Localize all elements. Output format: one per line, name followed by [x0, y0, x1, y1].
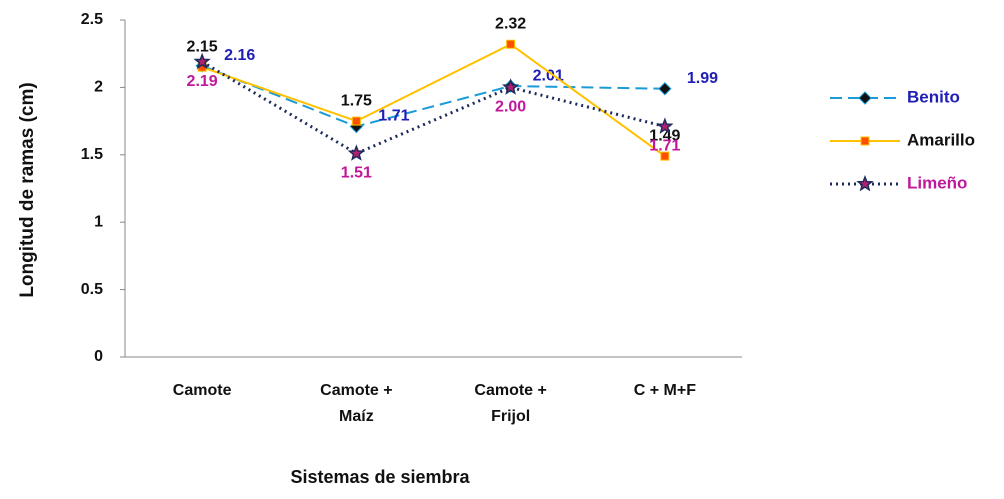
- marker: [658, 82, 672, 96]
- legend-marker: [860, 136, 870, 146]
- marker: [506, 39, 516, 49]
- legend-label: Amarillo: [907, 130, 975, 149]
- x-tick-label: Camote + Frijol: [474, 382, 547, 425]
- data-label: 2.32: [495, 15, 526, 32]
- series-line: [201, 64, 665, 128]
- marker: [501, 78, 520, 95]
- y-tick-label: 2.5: [81, 11, 103, 28]
- data-label: 2.00: [495, 99, 526, 116]
- legend-marker: [858, 91, 872, 105]
- legend-marker: [856, 174, 874, 192]
- marker: [656, 117, 674, 134]
- y-tick-label: 2: [94, 79, 103, 96]
- data-label: 2.16: [224, 47, 255, 64]
- data-label: 2.19: [187, 73, 218, 90]
- marker: [660, 151, 670, 161]
- data-label: 2.15: [187, 38, 218, 55]
- x-tick-label: Camote: [172, 382, 232, 399]
- y-axis-title: Longitud de ramas (cm): [17, 82, 38, 297]
- legend-label: Limeño: [907, 173, 967, 192]
- x-axis-title: Sistemas de siembra: [290, 467, 470, 487]
- legend-label: Benito: [907, 87, 960, 106]
- x-tick-label: Camote + Maíz: [320, 382, 393, 425]
- data-label: 1.99: [687, 70, 718, 87]
- x-tick-label: C + M+F: [633, 382, 696, 399]
- data-label: 1.75: [341, 92, 372, 109]
- data-label: 1.71: [649, 138, 680, 155]
- series-line: [201, 60, 666, 156]
- data-label: 1.51: [341, 165, 372, 182]
- series-line: [201, 43, 666, 157]
- data-label: 1.71: [378, 108, 409, 125]
- y-tick-label: 1: [94, 213, 103, 230]
- y-tick-label: 0.5: [81, 281, 103, 298]
- y-tick-label: 0: [94, 348, 103, 365]
- y-tick-label: 1.5: [81, 146, 103, 163]
- marker: [351, 116, 361, 126]
- marker: [193, 52, 211, 70]
- marker: [347, 144, 365, 161]
- data-label: 2.01: [533, 67, 564, 84]
- data-label: 1.49: [649, 127, 680, 144]
